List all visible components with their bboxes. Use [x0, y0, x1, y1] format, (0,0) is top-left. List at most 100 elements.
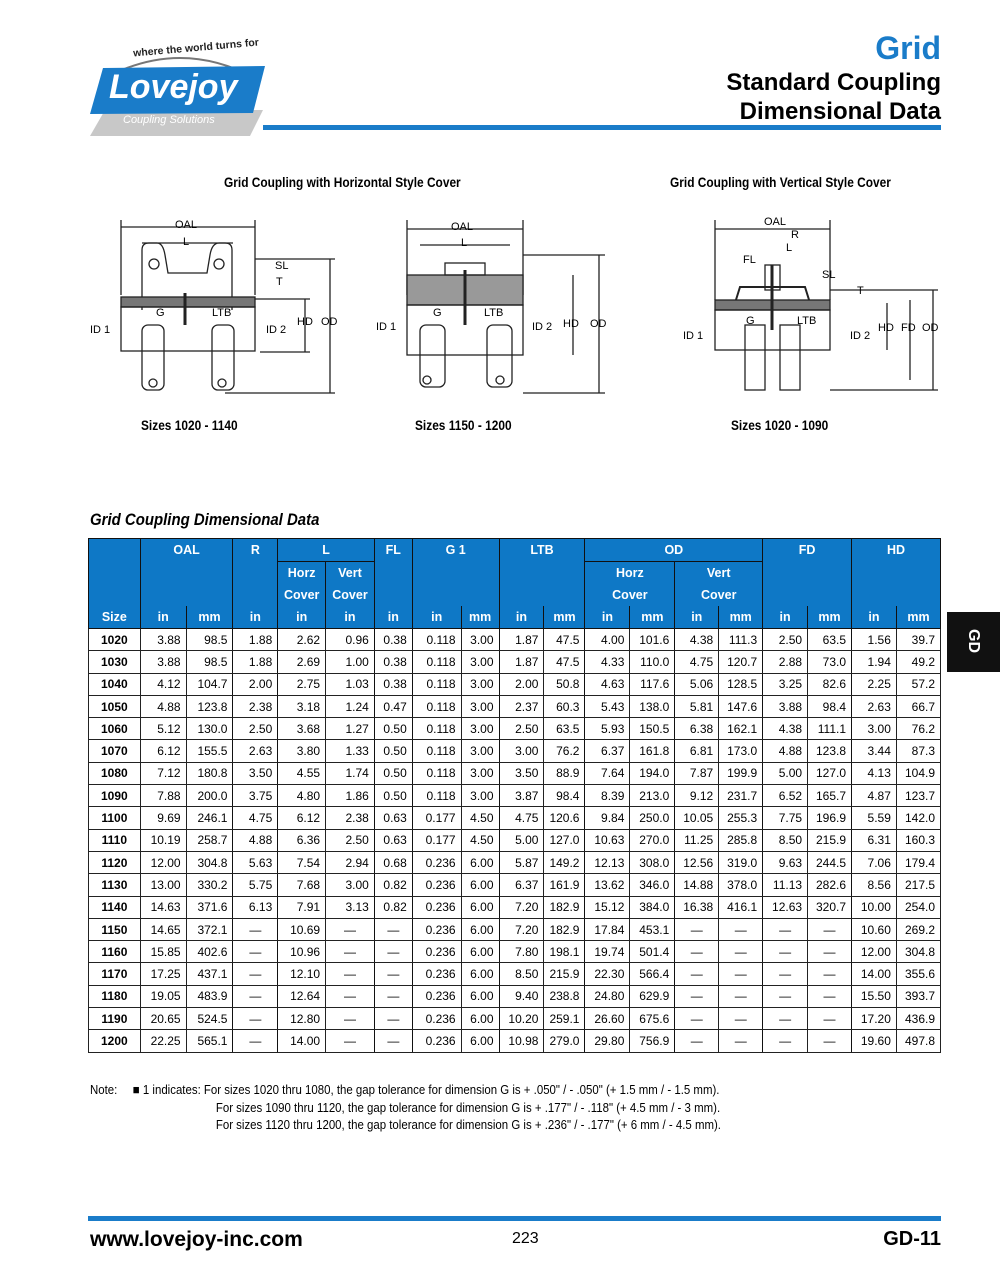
value-cell: 7.12 [139, 761, 187, 786]
dim-fl: FL [743, 254, 756, 266]
value-cell: 147.6 [718, 694, 764, 719]
value-cell: 1.88 [232, 627, 279, 652]
size-cell: 1130 [88, 873, 141, 897]
value-cell: 7.87 [674, 761, 720, 786]
value-cell: 63.5 [807, 627, 852, 652]
value-cell: 215.9 [807, 828, 852, 852]
value-cell: 5.12 [139, 717, 187, 741]
value-cell: 1.87 [498, 650, 545, 674]
value-cell: 6.13 [232, 895, 279, 919]
dim-ltb: LTB [212, 307, 232, 319]
value-cell: 4.38 [674, 627, 720, 652]
value-cell: 1.88 [232, 650, 279, 674]
logo-graphic [90, 57, 265, 136]
value-cell: 4.75 [674, 650, 720, 674]
value-cell: 22.30 [584, 962, 631, 986]
value-cell: 308.0 [629, 850, 676, 875]
value-cell: 120.7 [718, 650, 764, 674]
value-cell: 173.0 [718, 739, 764, 763]
value-cell: 6.00 [460, 917, 500, 942]
value-cell: 2.50 [498, 717, 545, 741]
value-cell: 7.54 [277, 850, 327, 875]
value-cell: 6.31 [851, 828, 897, 852]
value-cell: 5.43 [584, 694, 631, 719]
value-cell: 111.1 [807, 717, 852, 741]
value-cell: 5.00 [762, 761, 809, 786]
value-cell: 127.0 [807, 761, 852, 786]
dim-ltb: LTB [797, 315, 817, 327]
value-cell: 12.63 [762, 895, 809, 919]
value-cell: 304.8 [185, 850, 234, 875]
value-cell: 165.7 [807, 784, 852, 808]
dim-id2: ID 2 [850, 330, 871, 342]
header-unit: in [232, 606, 279, 629]
table-row: 1020 3.88 98.5 1.88 2.62 0.96 0.38 0.118 3.00 1.8… [88, 627, 942, 652]
value-cell: 0.96 [325, 627, 375, 652]
value-cell: 7.91 [277, 895, 327, 919]
value-cell: 5.93 [584, 717, 631, 741]
value-cell: 2.37 [498, 694, 545, 719]
value-cell: — [373, 984, 413, 1009]
value-cell: 255.3 [718, 806, 764, 830]
header-g1: G 1 [411, 538, 500, 562]
value-cell: 524.5 [185, 1007, 234, 1031]
value-cell: 4.63 [584, 672, 631, 696]
value-cell: — [232, 917, 279, 942]
value-cell: 138.0 [629, 694, 676, 719]
value-cell: 200.0 [185, 784, 234, 808]
value-cell: 10.19 [139, 828, 187, 852]
value-cell: 49.2 [895, 650, 942, 674]
dim-sl: SL [822, 269, 836, 281]
value-cell: 7.88 [139, 784, 187, 808]
value-cell: 82.6 [807, 672, 852, 696]
value-cell: 12.10 [277, 962, 327, 986]
value-cell: 9.40 [498, 984, 545, 1009]
value-cell: 142.0 [895, 806, 942, 830]
diagram-caption: Grid Coupling with Vertical Style Cover [670, 174, 891, 190]
value-cell: 15.85 [139, 940, 187, 964]
value-cell: 2.63 [851, 694, 897, 719]
value-cell: 3.88 [139, 650, 187, 674]
value-cell: — [232, 940, 279, 964]
table-row: 1110 10.19 258.7 4.88 6.36 2.50 0.63 0.177 4.50 5… [88, 828, 942, 852]
value-cell: — [373, 1007, 413, 1031]
value-cell: 0.236 [411, 962, 462, 986]
header-unit: in [325, 606, 375, 629]
value-cell: — [807, 940, 852, 964]
value-cell: 47.5 [543, 627, 586, 652]
value-cell: 12.00 [139, 850, 187, 875]
footer-url[interactable]: www.lovejoy-inc.com [90, 1228, 303, 1251]
dim-l: L [183, 236, 190, 248]
value-cell: 6.00 [460, 1007, 500, 1031]
value-cell: 0.236 [411, 1029, 462, 1053]
header-fd: FD [762, 538, 852, 562]
value-cell: 0.177 [411, 806, 462, 830]
value-cell: 1.74 [325, 761, 375, 786]
value-cell: 3.25 [762, 672, 809, 696]
value-cell: 270.0 [629, 828, 676, 852]
value-cell: 11.13 [762, 873, 809, 897]
value-cell: 26.60 [584, 1007, 631, 1031]
size-cell: 1140 [88, 895, 141, 919]
value-cell: 0.118 [411, 739, 462, 763]
header-oal: OAL [139, 538, 234, 562]
value-cell: 150.5 [629, 717, 676, 741]
value-cell: 330.2 [185, 873, 234, 897]
value-cell: 259.1 [543, 1007, 586, 1031]
value-cell: 8.56 [851, 873, 897, 897]
value-cell: 238.8 [543, 984, 586, 1009]
value-cell: 0.118 [411, 717, 462, 741]
value-cell: 8.50 [498, 962, 545, 986]
dim-t: T [276, 276, 283, 288]
size-cell: 1080 [88, 761, 141, 786]
table-row: 1090 7.88 200.0 3.75 4.80 1.86 0.50 0.118 3.00 3.… [88, 784, 942, 808]
value-cell: — [373, 1029, 413, 1053]
value-cell: 258.7 [185, 828, 234, 852]
value-cell: — [762, 962, 809, 986]
header-unit: in [277, 606, 327, 629]
value-cell: 160.3 [895, 828, 942, 852]
value-cell: 3.00 [460, 672, 500, 696]
value-cell: — [232, 1007, 279, 1031]
table-row: 1170 17.25 437.1—12.10— —0.236 6.00 8.50 215.9… [88, 962, 942, 986]
value-cell: 1.56 [851, 627, 897, 652]
